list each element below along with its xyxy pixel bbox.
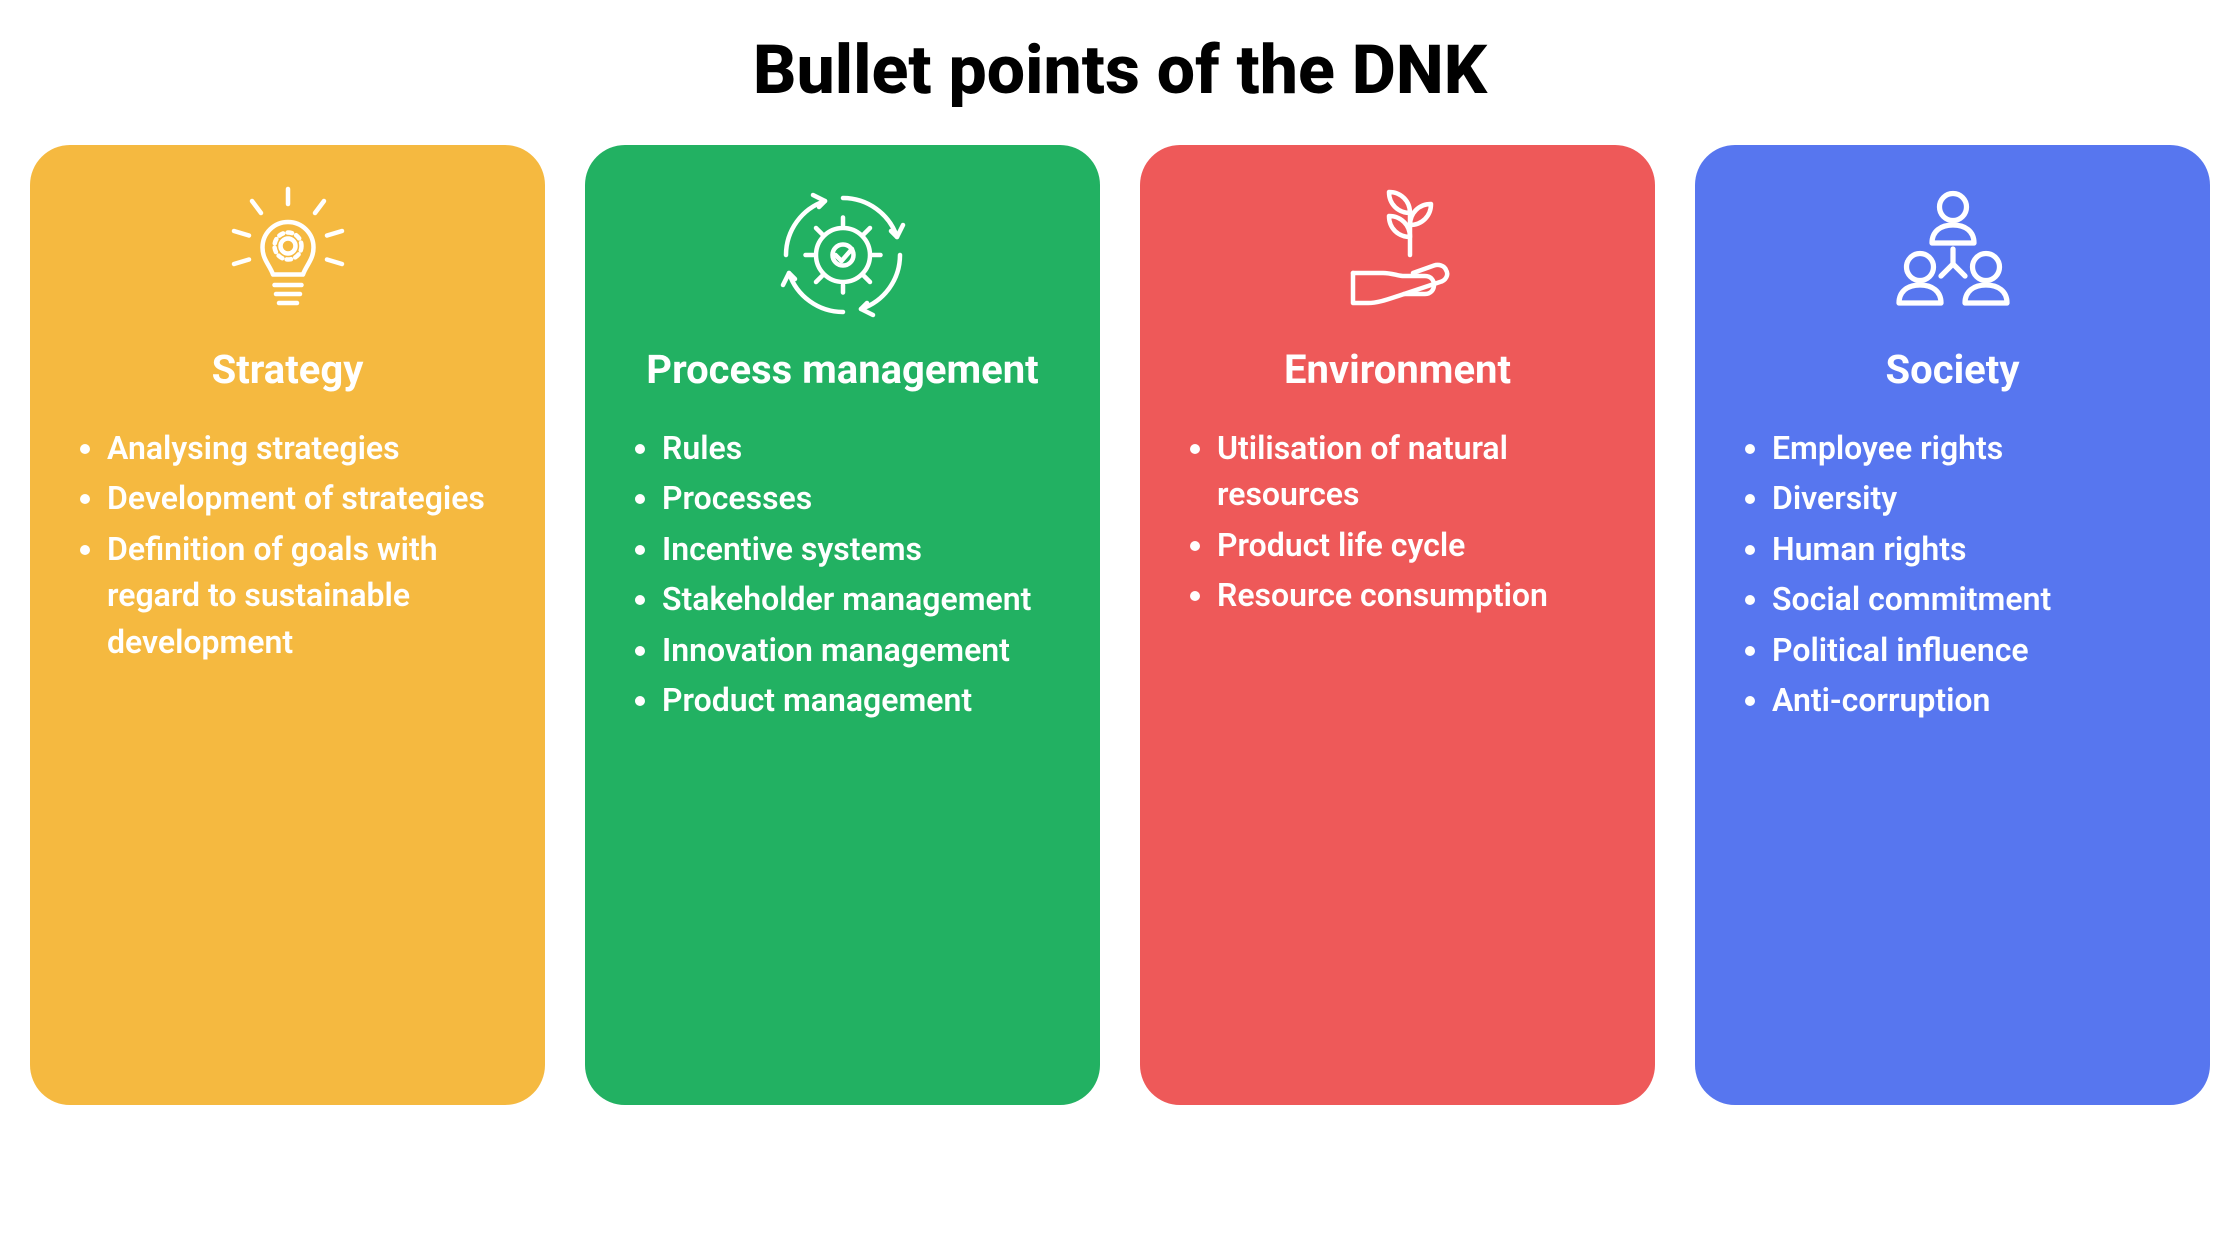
plant-hand-icon (1175, 175, 1620, 335)
list-item: Utilisation of natural resources (1217, 425, 1620, 518)
list-item: Stakeholder management (662, 576, 1065, 622)
list-item: Development of strategies (107, 475, 510, 521)
bullet-list-process: Rules Processes Incentive systems Stakeh… (620, 425, 1065, 723)
bullet-list-environment: Utilisation of natural resources Product… (1175, 425, 1620, 619)
list-item: Analysing strategies (107, 425, 510, 471)
list-item: Employee rights (1772, 425, 2175, 471)
card-title-process: Process management (620, 345, 1065, 395)
list-item: Resource consumption (1217, 572, 1620, 618)
card-title-environment: Environment (1175, 345, 1620, 395)
bullet-list-strategy: Analysing strategies Development of stra… (65, 425, 510, 665)
page-title: Bullet points of the DNK (20, 30, 2220, 110)
bullet-list-society: Employee rights Diversity Human rights S… (1730, 425, 2175, 723)
card-society: Society Employee rights Diversity Human … (1695, 145, 2210, 1105)
list-item: Product life cycle (1217, 522, 1620, 568)
list-item: Processes (662, 475, 1065, 521)
lightbulb-icon (65, 175, 510, 335)
card-environment: Environment Utilisation of natural resou… (1140, 145, 1655, 1105)
gear-cycle-icon (620, 175, 1065, 335)
list-item: Innovation management (662, 627, 1065, 673)
list-item: Diversity (1772, 475, 2175, 521)
card-title-society: Society (1730, 345, 2175, 395)
list-item: Rules (662, 425, 1065, 471)
list-item: Incentive systems (662, 526, 1065, 572)
list-item: Definition of goals with regard to susta… (107, 526, 510, 665)
people-group-icon (1730, 175, 2175, 335)
list-item: Political influence (1772, 627, 2175, 673)
list-item: Human rights (1772, 526, 2175, 572)
list-item: Anti-corruption (1772, 677, 2175, 723)
list-item: Social commitment (1772, 576, 2175, 622)
list-item: Product management (662, 677, 1065, 723)
card-process: Process management Rules Processes Incen… (585, 145, 1100, 1105)
card-strategy: Strategy Analysing strategies Developmen… (30, 145, 545, 1105)
cards-container: Strategy Analysing strategies Developmen… (20, 145, 2220, 1105)
card-title-strategy: Strategy (65, 345, 510, 395)
